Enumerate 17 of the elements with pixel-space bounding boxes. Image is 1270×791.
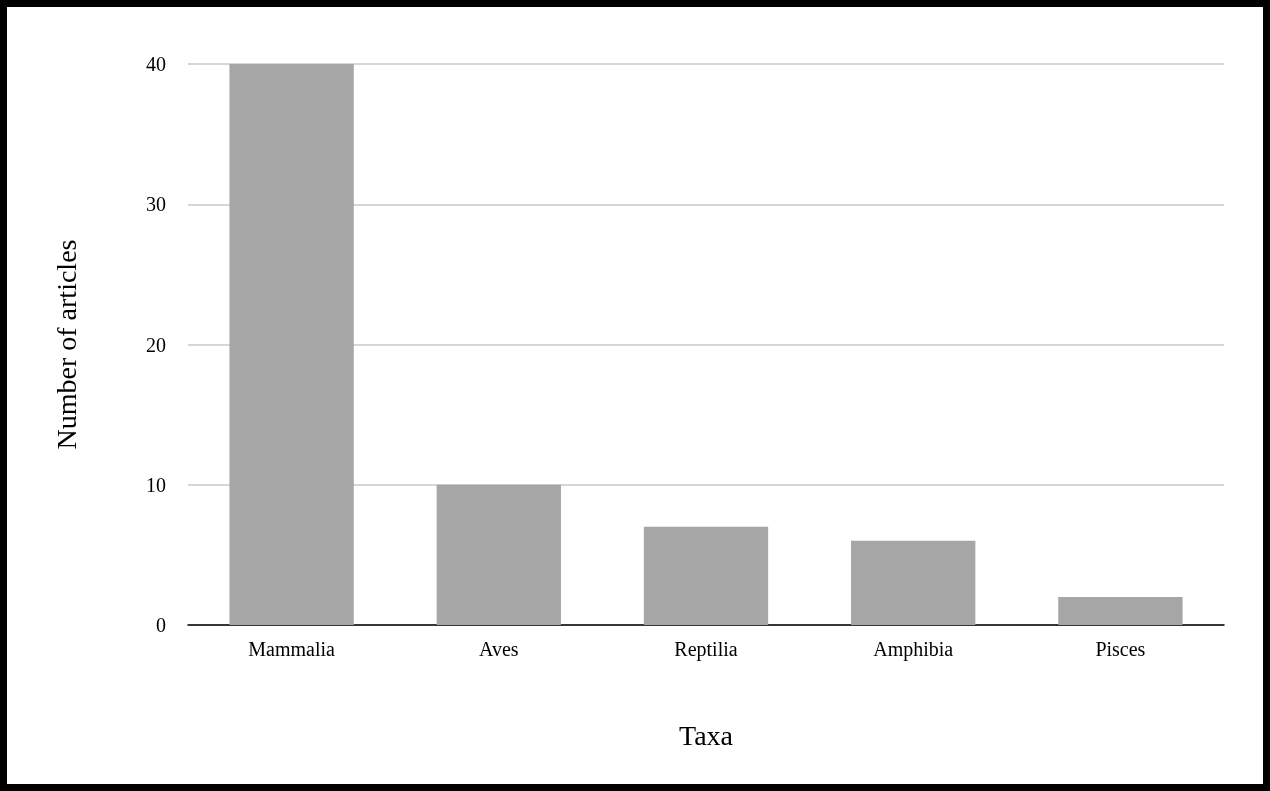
x-tick-label: Reptilia bbox=[674, 638, 738, 661]
x-tick-label: Amphibia bbox=[873, 638, 954, 661]
x-axis-title: Taxa bbox=[678, 719, 734, 751]
y-tick-label: 30 bbox=[146, 193, 166, 216]
x-tick-label: Aves bbox=[478, 638, 519, 660]
x-tick-label: Pisces bbox=[1095, 638, 1146, 660]
bar bbox=[643, 526, 769, 625]
y-tick-label: 0 bbox=[156, 614, 166, 636]
x-tick-label: Mammalia bbox=[248, 638, 336, 660]
y-tick-label: 10 bbox=[146, 473, 166, 496]
bar bbox=[851, 540, 976, 625]
y-tick-label: 20 bbox=[146, 333, 166, 356]
y-axis-title: Number of articles bbox=[50, 239, 82, 450]
bar bbox=[229, 64, 354, 625]
bar bbox=[436, 484, 561, 625]
bar bbox=[1058, 596, 1183, 625]
y-tick-label: 40 bbox=[146, 53, 166, 75]
